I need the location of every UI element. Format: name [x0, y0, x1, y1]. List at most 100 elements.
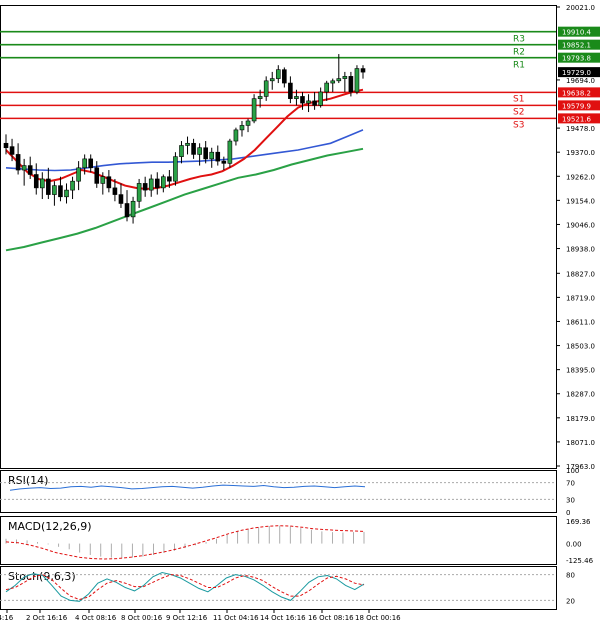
moving-average-short: [5, 88, 364, 191]
indicator-tick: 70: [566, 480, 575, 488]
candle-body: [154, 178, 160, 189]
indicator-tick: -125.46: [566, 557, 594, 565]
level-price-tag: [558, 113, 600, 124]
candle: [239, 120, 245, 137]
candle: [173, 152, 178, 186]
candle: [324, 80, 329, 101]
candle-body: [294, 96, 299, 99]
level-price-text: 19638.2: [562, 89, 591, 97]
x-tick-label: 14 Oct 16:16: [260, 614, 306, 622]
level-label-r2: R2: [513, 48, 525, 58]
x-tick-label: 4 Oct 08:16: [75, 614, 117, 622]
candle: [58, 176, 63, 202]
candle: [136, 178, 142, 208]
candle-body: [318, 91, 323, 106]
candle: [203, 141, 208, 164]
candle-body: [167, 176, 172, 182]
y-tick-label: 19694.0: [566, 77, 595, 85]
indicator-pane-2: Stoch(9,6,3) 80 20: [0, 566, 575, 610]
x-tick-label: 11 Oct 04:16: [213, 614, 259, 622]
candle: [300, 91, 305, 110]
x-tick-label: 18 Oct 00:16: [355, 614, 401, 622]
indicator-tick: 100: [566, 467, 579, 475]
candle: [330, 78, 336, 92]
candle: [9, 138, 15, 162]
x-axis: 04:16 2 Oct 16:16 4 Oct 08:16 8 Oct 00:169 …: [0, 609, 401, 622]
candle-body: [209, 151, 215, 160]
candle-body: [76, 167, 81, 182]
x-tick-label: 16 Oct 08:16: [308, 614, 354, 622]
candle-body: [197, 147, 202, 155]
candle: [52, 181, 57, 206]
macd-signal: [5, 525, 365, 560]
candle-body: [40, 178, 45, 189]
candle-body: [348, 76, 354, 93]
candle: [46, 167, 51, 200]
candle: [33, 163, 39, 195]
candle: [233, 127, 239, 146]
stoch-k-line: [5, 571, 365, 602]
candle: [348, 71, 354, 97]
candle: [197, 143, 202, 166]
candle-body: [58, 185, 63, 198]
candle-body: [100, 176, 106, 184]
candle-body: [9, 146, 15, 155]
main-pane: 20021.0 19694.0 19478.0 19370.0 19262.0 19154…: [0, 4, 600, 471]
candle: [100, 172, 106, 195]
candle: [179, 141, 184, 164]
candle-body: [342, 76, 348, 79]
candle-body: [336, 78, 342, 82]
candle-body: [112, 187, 118, 195]
y-tick-label: 18719.0: [566, 294, 595, 302]
candle: [191, 138, 196, 159]
candle: [142, 176, 148, 197]
candle: [161, 174, 166, 193]
level-price-text: 19852.1: [562, 42, 591, 50]
candle-body: [239, 125, 245, 131]
candle-body: [306, 100, 311, 104]
indicator-tick: 20: [566, 597, 575, 605]
candle: [185, 136, 190, 155]
y-tick-label: 19262.0: [566, 173, 595, 181]
candle: [106, 170, 112, 193]
level-price-text: 19910.4: [562, 29, 591, 37]
level-price-tag: [558, 39, 600, 50]
candle: [263, 76, 269, 101]
candle: [209, 147, 215, 168]
candle-body: [300, 96, 305, 104]
level-price-text: 19579.9: [562, 102, 591, 110]
candle-body: [46, 178, 51, 195]
last-price-text: 19729.0: [562, 69, 591, 77]
level-price-tag: [558, 52, 600, 63]
candle-body: [94, 167, 100, 184]
indicator-pane-1: MACD(12,26,9) 169.36 0.00 -125.46: [0, 516, 594, 565]
candle-body: [27, 165, 33, 175]
candle-body: [191, 142, 196, 155]
y-tick-label: 18179.0: [566, 415, 595, 423]
candle-body: [203, 147, 208, 160]
candle-body: [52, 185, 57, 195]
candle: [70, 176, 75, 200]
candle-body: [136, 183, 142, 202]
candle: [245, 118, 251, 133]
level-price-tag: [558, 100, 600, 111]
candle-body: [215, 151, 221, 162]
candle-body: [282, 69, 287, 84]
candle: [148, 174, 154, 197]
candle: [40, 172, 45, 200]
candle-body: [288, 82, 293, 99]
level-price-text: 19521.6: [562, 115, 591, 123]
main-frame: [0, 5, 557, 469]
candle: [64, 183, 69, 204]
candle: [215, 145, 221, 166]
candle: [82, 154, 87, 175]
level-label-s2: S2: [513, 107, 524, 117]
candle: [112, 178, 118, 202]
x-tick-label: 04:16: [0, 614, 14, 622]
moving-average-long: [5, 147, 364, 252]
candle-body: [324, 82, 329, 93]
y-tick-label: 18395.0: [566, 367, 595, 375]
y-tick-label: 20021.0: [566, 4, 595, 12]
candle-body: [221, 160, 227, 164]
